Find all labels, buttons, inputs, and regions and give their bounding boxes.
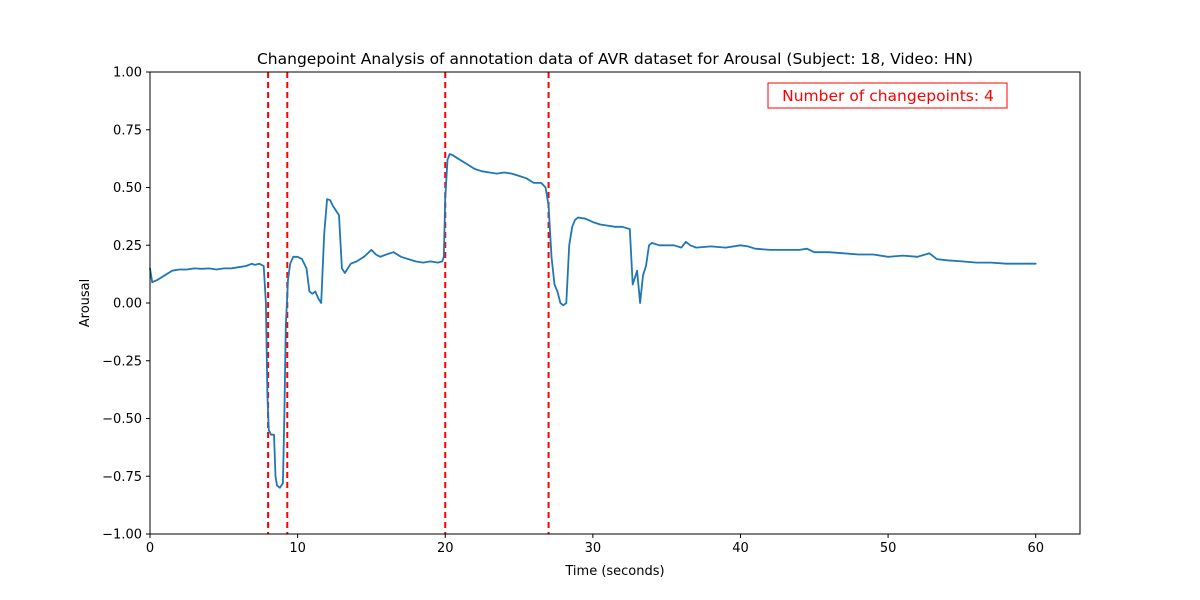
y-tick-label: −0.75	[102, 470, 142, 485]
annotation-text: Number of changepoints: 4	[782, 87, 994, 105]
y-tick-label: −1.00	[102, 528, 142, 543]
x-tick-label: 50	[880, 541, 897, 556]
y-tick-label: 1.00	[113, 66, 142, 81]
y-tick-label: 0.50	[113, 181, 142, 196]
y-tick-label: −0.50	[102, 412, 142, 427]
changepoint-count-annotation: Number of changepoints: 4	[767, 82, 1008, 109]
x-tick-label: 30	[585, 541, 602, 556]
x-tick-label: 20	[437, 541, 454, 556]
y-tick-label: 0.75	[113, 123, 142, 138]
y-tick-label: 0.00	[113, 297, 142, 312]
x-axis-label: Time (seconds)	[564, 564, 664, 579]
series-group	[149, 153, 1037, 489]
x-tick-label: 10	[289, 541, 306, 556]
x-tick-label: 60	[1027, 541, 1044, 556]
x-axis: 0 10 20 30 40 50 60	[146, 534, 1044, 556]
arousal-series-line	[149, 153, 1037, 489]
y-tick-label: −0.25	[102, 354, 142, 369]
x-tick-label: 40	[732, 541, 749, 556]
y-axis-label: Arousal	[78, 279, 93, 328]
chart-title: Changepoint Analysis of annotation data …	[257, 50, 973, 68]
y-axis: −1.00 −0.75 −0.50 −0.25 0.00 0.25 0.50 0.75 1.00	[102, 66, 150, 543]
x-tick-label: 0	[146, 541, 154, 556]
annotation-box	[767, 82, 1008, 109]
y-tick-label: 0.25	[113, 239, 142, 254]
